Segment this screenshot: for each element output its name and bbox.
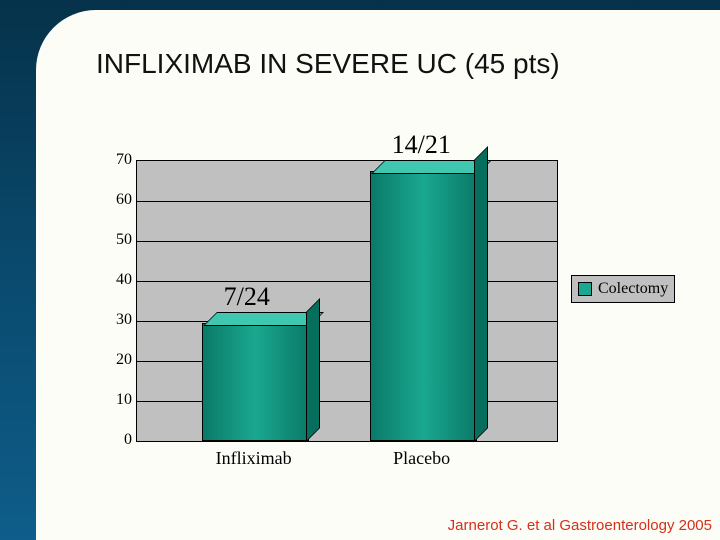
chart-legend: Colectomy — [571, 275, 675, 303]
slide-background: INFLIXIMAB IN SEVERE UC (45 pts) Colecto… — [0, 0, 720, 540]
gridline — [137, 201, 557, 202]
y-tick-label: 40 — [106, 271, 132, 289]
gridline — [137, 281, 557, 282]
colectomy-bar-chart: Colectomy 0 10 20 30 40 50 60 70 7/24 Infliximab 1… — [106, 130, 666, 470]
gridline — [137, 321, 557, 322]
legend-label: Colectomy — [598, 280, 668, 298]
gridline — [137, 241, 557, 242]
plot-area — [136, 160, 558, 442]
slide-inner-panel: INFLIXIMAB IN SEVERE UC (45 pts) Colecto… — [36, 10, 720, 540]
y-tick-label: 50 — [106, 231, 132, 249]
y-tick-label: 0 — [106, 431, 132, 449]
gridline — [137, 361, 557, 362]
y-tick-label: 30 — [106, 311, 132, 329]
y-tick-label: 10 — [106, 391, 132, 409]
citation-text: Jarnerot G. et al Gastroenterology 2005 — [448, 517, 712, 534]
x-label-infliximab: Infliximab — [216, 448, 292, 469]
data-label-placebo: 14/21 — [392, 130, 451, 160]
x-label-placebo: Placebo — [393, 448, 450, 469]
legend-swatch-icon — [578, 282, 592, 296]
y-tick-label: 60 — [106, 191, 132, 209]
bar-infliximab — [202, 323, 309, 441]
y-tick-label: 20 — [106, 351, 132, 369]
y-tick-label: 70 — [106, 151, 132, 169]
bar-placebo — [370, 171, 477, 441]
data-label-infliximab: 7/24 — [224, 282, 270, 312]
slide-title: INFLIXIMAB IN SEVERE UC (45 pts) — [96, 48, 560, 80]
gridline — [137, 401, 557, 402]
